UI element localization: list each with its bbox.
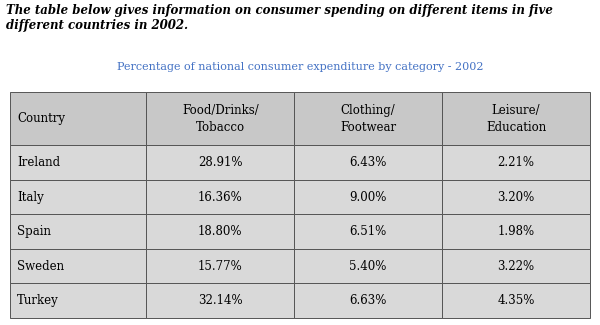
Bar — [10, 92, 146, 146]
Text: Percentage of national consumer expenditure by category - 2002: Percentage of national consumer expendit… — [117, 62, 483, 72]
Text: Spain: Spain — [17, 225, 51, 238]
Bar — [10, 146, 146, 180]
Text: Ireland: Ireland — [17, 156, 60, 169]
Text: 1.98%: 1.98% — [497, 225, 535, 238]
Bar — [10, 214, 146, 249]
Bar — [294, 249, 442, 283]
Bar — [442, 249, 590, 283]
Bar — [146, 214, 294, 249]
Bar — [294, 92, 442, 146]
Text: Sweden: Sweden — [17, 260, 64, 273]
Text: 18.80%: 18.80% — [198, 225, 242, 238]
Bar — [294, 180, 442, 214]
Text: 6.43%: 6.43% — [349, 156, 387, 169]
Text: 6.63%: 6.63% — [349, 294, 387, 307]
Text: 2.21%: 2.21% — [497, 156, 535, 169]
Text: 15.77%: 15.77% — [198, 260, 242, 273]
Bar — [146, 92, 294, 146]
Bar — [442, 180, 590, 214]
Bar — [10, 249, 146, 283]
Bar — [294, 283, 442, 318]
Bar — [10, 180, 146, 214]
Bar — [442, 283, 590, 318]
Text: 3.20%: 3.20% — [497, 191, 535, 204]
Text: Turkey: Turkey — [17, 294, 59, 307]
Bar — [146, 180, 294, 214]
Text: 32.14%: 32.14% — [198, 294, 242, 307]
Bar — [442, 92, 590, 146]
Text: Food/Drinks/
Tobacco: Food/Drinks/ Tobacco — [182, 104, 259, 134]
Text: Leisure/
Education: Leisure/ Education — [486, 104, 546, 134]
Text: 28.91%: 28.91% — [198, 156, 242, 169]
Text: 16.36%: 16.36% — [198, 191, 242, 204]
Bar — [442, 214, 590, 249]
Bar — [10, 283, 146, 318]
Text: Clothing/
Footwear: Clothing/ Footwear — [340, 104, 396, 134]
Bar — [294, 146, 442, 180]
Text: The table below gives information on consumer spending on different items in fiv: The table below gives information on con… — [6, 4, 553, 32]
Bar — [294, 214, 442, 249]
Text: 6.51%: 6.51% — [350, 225, 387, 238]
Text: 5.40%: 5.40% — [349, 260, 387, 273]
Text: 3.22%: 3.22% — [497, 260, 535, 273]
Text: 9.00%: 9.00% — [349, 191, 387, 204]
Bar — [146, 249, 294, 283]
Bar — [146, 146, 294, 180]
Bar — [442, 146, 590, 180]
Text: 4.35%: 4.35% — [497, 294, 535, 307]
Text: Italy: Italy — [17, 191, 44, 204]
Text: Country: Country — [17, 112, 65, 125]
Bar — [146, 283, 294, 318]
